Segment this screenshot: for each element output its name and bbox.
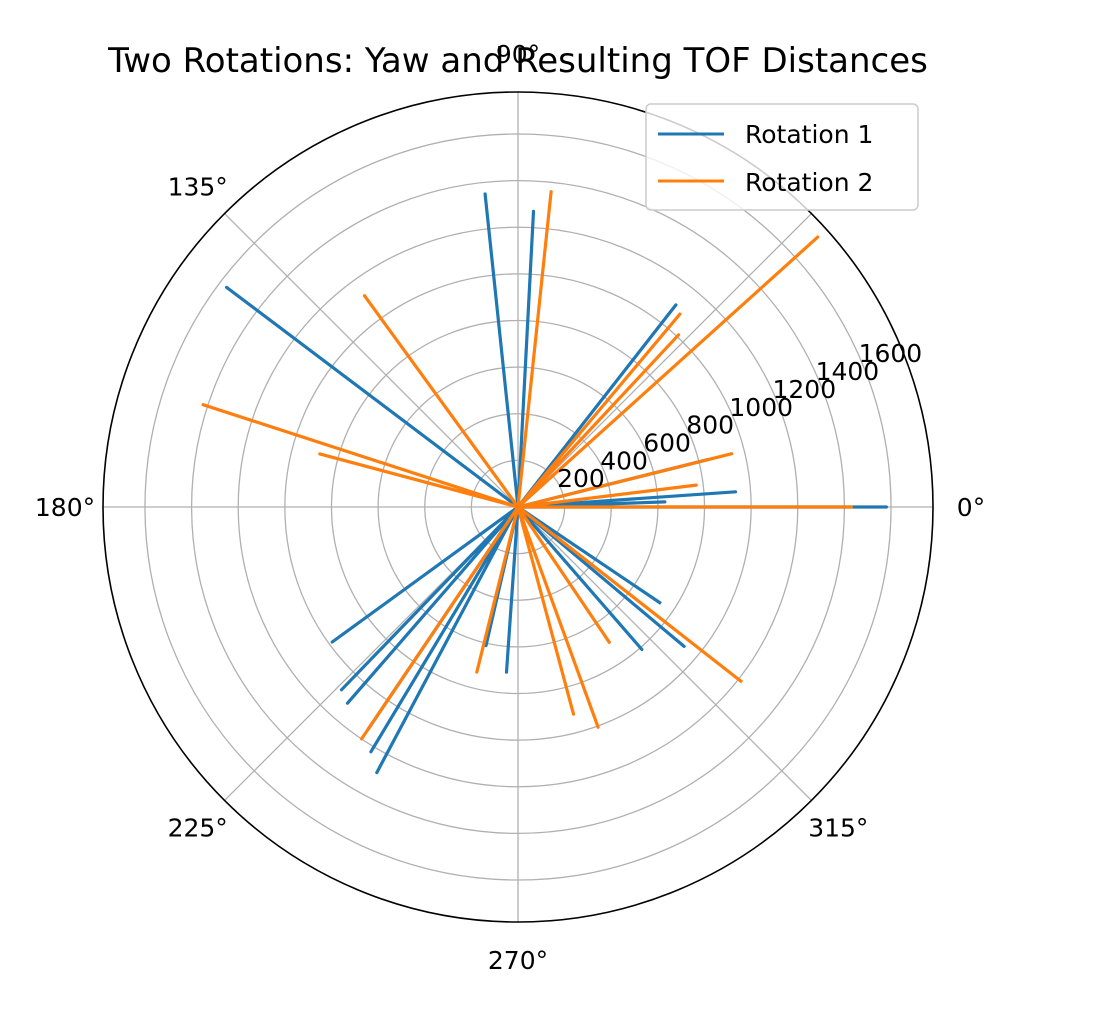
polar-frame — [102, 91, 934, 923]
r-tick-400: 400 — [600, 446, 648, 475]
r-tick-200: 200 — [557, 464, 605, 493]
r-tick-600: 600 — [643, 429, 691, 458]
theta-tick-180: 180° — [35, 493, 95, 522]
legend: Rotation 1 Rotation 2 — [645, 103, 919, 211]
legend-label-rotation-2: Rotation 2 — [745, 168, 873, 197]
chart-title: Two Rotations: Yaw and Resulting TOF Dis… — [107, 41, 928, 81]
series-layer — [201, 190, 889, 775]
theta-tick-225: 225° — [168, 813, 228, 842]
r-tick-1400: 1400 — [816, 357, 880, 386]
legend-label-rotation-1: Rotation 1 — [745, 120, 873, 149]
theta-gridline-45 — [517, 213, 812, 508]
r-tick-800: 800 — [686, 411, 734, 440]
theta-tick-270: 270° — [488, 946, 548, 975]
r-tick-1000: 1000 — [729, 393, 793, 422]
series-line-rotation-2 — [201, 190, 854, 741]
r-tick-1200: 1200 — [773, 375, 837, 404]
theta-gridline-315 — [517, 506, 812, 801]
r-tick-1600: 1600 — [859, 339, 923, 368]
legend-frame — [645, 103, 919, 211]
theta-tick-90: 90° — [496, 40, 540, 69]
theta-tick-0: 0° — [957, 493, 985, 522]
tick-labels-layer: 0° 90° 135° 180° 225° 270° 315° 200400600800100… — [35, 40, 985, 975]
theta-tick-135: 135° — [168, 173, 228, 202]
theta-gridline-135 — [224, 213, 519, 508]
theta-tick-315: 315° — [808, 813, 868, 842]
